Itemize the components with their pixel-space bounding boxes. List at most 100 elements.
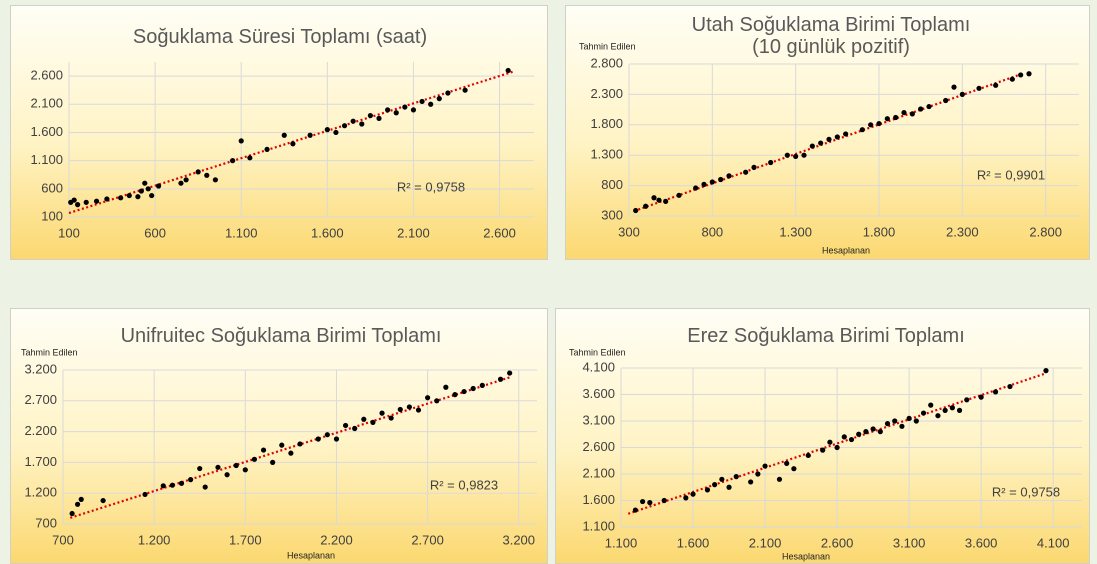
point [1043, 368, 1049, 374]
point [920, 410, 927, 416]
y-tick-label: 1.100 [30, 152, 63, 167]
x-tick-label: 3.100 [893, 535, 926, 550]
y-tick-label: 1.200 [24, 485, 57, 500]
point [160, 483, 166, 489]
x-tick-label: 700 [52, 532, 74, 547]
point [324, 432, 330, 438]
x-tick-label: 4.100 [1037, 535, 1070, 550]
point [701, 181, 707, 187]
point [307, 132, 313, 138]
y-tick-label: 2.100 [30, 96, 63, 111]
point [142, 180, 148, 186]
x-tick-label: 1.300 [779, 224, 812, 239]
point [899, 423, 905, 429]
point [297, 441, 303, 447]
point [901, 110, 907, 116]
trendline [633, 73, 1022, 213]
x-tick-label: 1.600 [677, 535, 710, 550]
y-tick-label: 2.600 [582, 439, 615, 454]
point [733, 474, 739, 480]
point [632, 507, 639, 513]
annotation: R² = 0,9758 [397, 179, 465, 194]
point [242, 467, 248, 473]
point [142, 491, 148, 498]
point [827, 439, 833, 445]
point [942, 407, 948, 413]
point [712, 482, 718, 488]
point [1026, 71, 1032, 77]
x-tick-label: 1.200 [138, 532, 171, 547]
point [69, 510, 75, 517]
point [367, 112, 373, 119]
point [505, 67, 511, 74]
y-tick-label: 3.600 [582, 386, 615, 401]
point [848, 436, 855, 443]
x-tick-label: 1.100 [225, 225, 258, 240]
point [978, 394, 984, 400]
point [1007, 383, 1013, 390]
point [434, 398, 440, 404]
point [841, 434, 847, 440]
chart-panel: 700 1.200 1.700 2.200 2.700 3.200 700 1.200 1.70… [10, 308, 548, 564]
point [415, 407, 422, 413]
point [718, 176, 724, 183]
point [647, 500, 653, 506]
point [264, 146, 270, 152]
point [385, 107, 391, 113]
x-tick-label: 1.100 [605, 535, 638, 550]
point [784, 152, 790, 158]
point [333, 129, 339, 136]
x-tick-label: 2.700 [411, 532, 444, 547]
point [661, 497, 667, 504]
point [949, 405, 955, 411]
point [834, 134, 840, 140]
x-tick-label: 2.800 [1029, 224, 1062, 239]
chart: 700 1.200 1.700 2.200 2.700 3.200 700 1.200 1.70… [21, 347, 537, 560]
x-tick-label: 3.200 [502, 532, 535, 547]
point [470, 385, 476, 392]
point [406, 404, 412, 410]
point [726, 484, 732, 490]
point [75, 202, 81, 208]
point [683, 495, 689, 501]
point [78, 496, 84, 502]
point [397, 406, 403, 413]
y-tick-label: 3.100 [582, 412, 615, 427]
y-tick-label: 2.200 [24, 423, 57, 438]
point [834, 444, 840, 451]
point [71, 197, 77, 203]
point [640, 498, 646, 505]
point [976, 85, 982, 91]
point [145, 186, 151, 192]
point [818, 140, 824, 146]
point [443, 384, 449, 390]
point [104, 196, 110, 202]
y-tick-label: 4.100 [582, 359, 615, 374]
point [863, 429, 869, 435]
point [410, 107, 417, 113]
point [379, 410, 385, 416]
point [393, 110, 399, 116]
y-tick-label: 1.700 [24, 454, 57, 469]
point [755, 471, 761, 477]
point [178, 480, 185, 486]
x-tick-label: 2.600 [483, 225, 516, 240]
point [748, 479, 754, 485]
x-tick-label: 2.600 [821, 535, 854, 550]
point [342, 422, 349, 429]
point [204, 172, 210, 178]
point [341, 123, 348, 129]
y-axis-label: Tahmin Edilen [569, 347, 626, 357]
point [279, 442, 285, 448]
y-tick-label: 2.100 [582, 465, 615, 480]
point [100, 497, 106, 504]
point [870, 426, 876, 432]
point [361, 416, 367, 422]
x-tick-label: 1.600 [311, 225, 344, 240]
chart-title: Soğuklama Süresi Toplamı (saat) [132, 26, 428, 48]
point [768, 159, 774, 166]
point [315, 436, 321, 442]
point [913, 418, 919, 424]
point [202, 484, 208, 490]
point [993, 82, 999, 88]
